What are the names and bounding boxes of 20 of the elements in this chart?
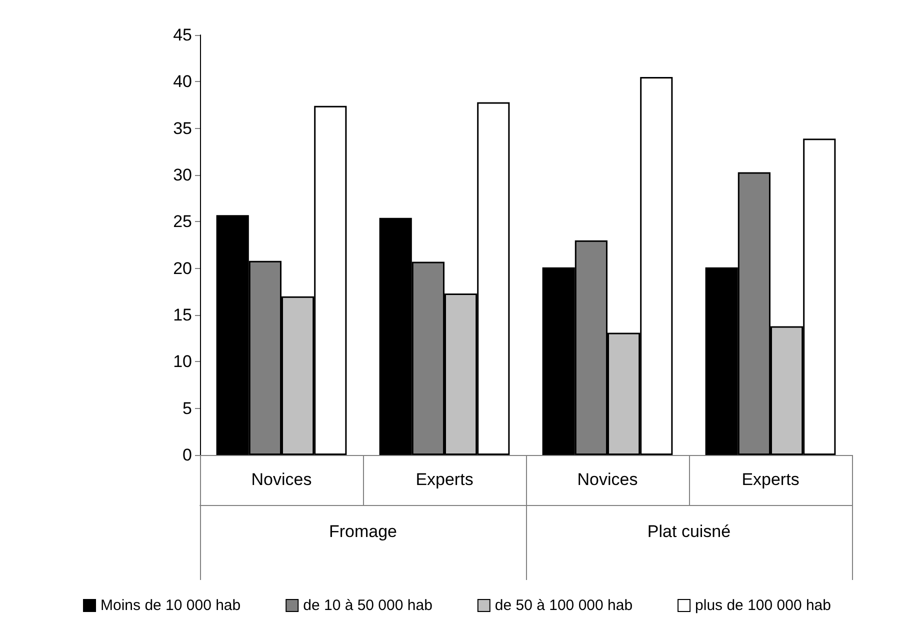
y-tick-label: 30 (173, 166, 192, 184)
y-tick-label: 25 (173, 212, 192, 232)
text: Fromage (328, 522, 398, 541)
legend-label: Moins de 10 000 hab (100, 597, 241, 614)
y-tick-label: 40 (173, 72, 192, 92)
y-tick-label: 15 (173, 306, 192, 324)
x-tick-label: Experts (742, 470, 800, 489)
y-tick-label: 10 (173, 352, 192, 372)
y-tick-label: 45 (173, 26, 192, 44)
y-tick-label: 35 (173, 118, 192, 138)
legend-label: de 50 à 100 000 hab (494, 597, 633, 614)
x-tick-label: Experts (416, 470, 474, 489)
y-tick-label: 5 (182, 398, 192, 418)
x-tick-label: Novices (577, 470, 638, 489)
legend-label: plus de 100 000 hab (695, 597, 831, 614)
x-tick-label: Novices (251, 470, 312, 489)
y-tick-label: 20 (173, 258, 192, 278)
legend-label: de 10 à 50 000 hab (303, 597, 432, 614)
y-tick-label: 0 (182, 446, 192, 464)
text: Plat cuisné (647, 522, 731, 541)
